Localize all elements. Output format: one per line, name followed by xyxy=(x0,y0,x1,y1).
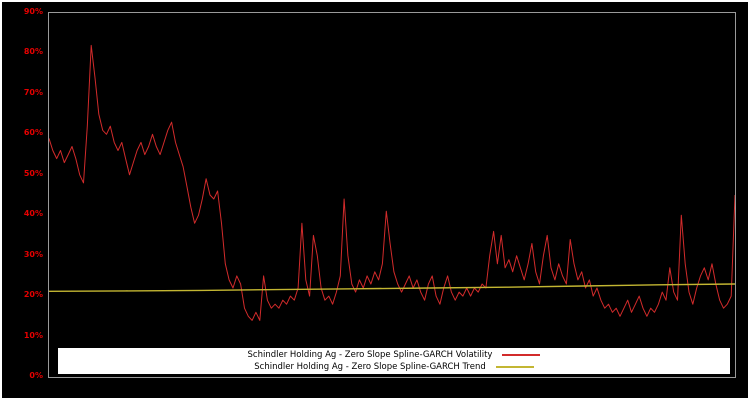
legend-line-sample-trend xyxy=(495,366,534,368)
plot-area: Schindler Holding Ag - Zero Slope Spline… xyxy=(48,12,736,378)
y-tick-label: 20% xyxy=(23,290,43,300)
volatility-line xyxy=(49,44,735,321)
y-tick-label: 40% xyxy=(23,209,43,219)
y-tick-label: 70% xyxy=(23,87,43,97)
legend-item-volatility: Schindler Holding Ag - Zero Slope Spline… xyxy=(248,350,541,361)
trend-line xyxy=(49,283,735,292)
y-tick-label: 50% xyxy=(23,168,43,178)
legend: Schindler Holding Ag - Zero Slope Spline… xyxy=(58,348,730,374)
y-tick-label: 60% xyxy=(23,128,43,138)
y-tick-label: 80% xyxy=(23,47,43,57)
y-axis: 90% 80% 70% 60% 50% 40% 30% 20% 10% 0% xyxy=(2,2,46,398)
y-tick-label: 30% xyxy=(23,249,43,259)
legend-label-volatility: Schindler Holding Ag - Zero Slope Spline… xyxy=(247,349,493,360)
legend-label-trend: Schindler Holding Ag - Zero Slope Spline… xyxy=(254,361,486,372)
y-tick-label: 10% xyxy=(23,330,43,340)
legend-item-trend: Schindler Holding Ag - Zero Slope Spline… xyxy=(254,362,534,373)
y-tick-label: 0% xyxy=(29,371,43,380)
legend-line-sample-volatility xyxy=(502,354,541,356)
y-tick-label: 90% xyxy=(23,7,43,16)
line-plot xyxy=(49,44,735,321)
